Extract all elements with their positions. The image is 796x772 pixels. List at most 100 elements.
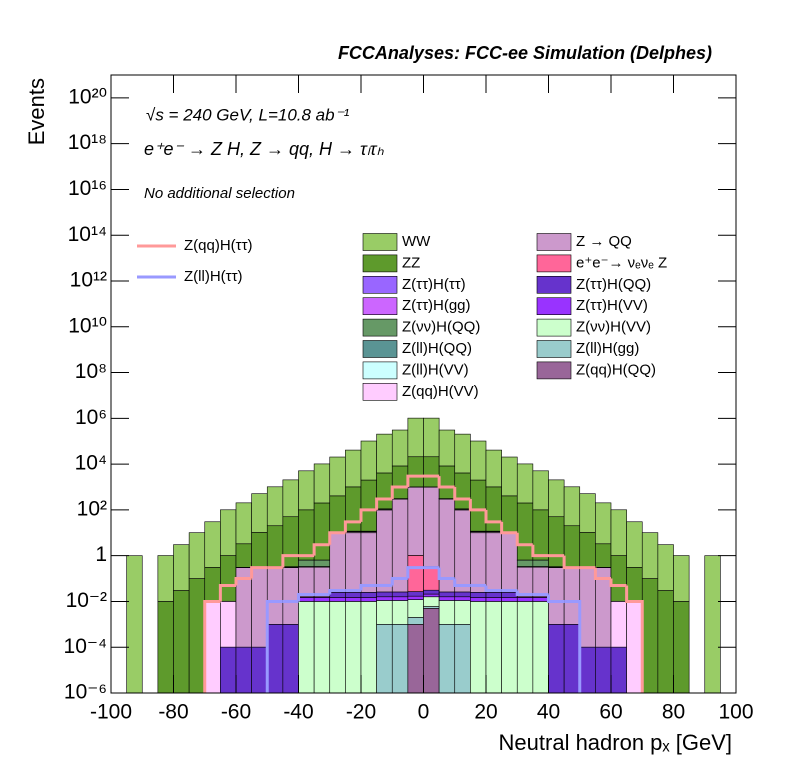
bar-segment	[532, 597, 549, 602]
bar-segment	[485, 532, 502, 593]
bar-segment	[360, 532, 377, 593]
bar-segment	[485, 592, 502, 598]
x-tick-label: -80	[158, 701, 188, 724]
annotation: No additional selection	[144, 185, 295, 202]
annotation: e⁺e⁻ → Z H, Z → qq, H → τₗτₕ	[144, 139, 384, 159]
bar-segment	[235, 646, 252, 694]
bar-segment	[438, 600, 456, 625]
bar-segment	[345, 486, 362, 532]
bar-segment	[626, 567, 643, 602]
bar-segment	[173, 544, 190, 591]
bar-segment	[282, 624, 299, 694]
bar-segment	[454, 624, 471, 694]
bar-segment	[251, 532, 268, 568]
line-step	[312, 543, 330, 556]
bar-segment	[579, 646, 596, 694]
bar-segment	[298, 566, 315, 598]
legend-swatch	[536, 318, 572, 337]
bar-segment	[407, 417, 424, 458]
line-step	[297, 593, 315, 602]
line-step	[359, 508, 377, 522]
legend-label: Z(ll)H(QQ)	[402, 340, 472, 357]
bar-segment	[282, 516, 299, 567]
bar-segment	[470, 592, 487, 598]
line-step	[406, 566, 424, 579]
legend-label: Z(ll)H(gg)	[576, 340, 639, 357]
bar-segment	[501, 592, 518, 598]
line-step	[468, 498, 486, 512]
legend-swatch	[536, 275, 572, 294]
y-tick-label: 10⁶	[75, 406, 107, 429]
bar-segment	[470, 479, 487, 532]
x-tick-label: 40	[537, 701, 560, 724]
bar-segment	[391, 596, 409, 601]
bar-segment	[407, 486, 424, 556]
line-step	[531, 544, 549, 558]
line-step	[453, 578, 471, 587]
bar-segment	[407, 591, 424, 597]
bar-segment	[407, 456, 424, 488]
legend-label: Z(ll)H(VV)	[402, 361, 469, 378]
bar-segment	[313, 559, 331, 567]
line-step	[390, 485, 408, 499]
y-tick-label: 10²⁰	[68, 85, 107, 108]
line-step	[562, 555, 580, 570]
bar-segment	[360, 440, 377, 481]
line-step	[218, 583, 236, 602]
bar-segment	[438, 596, 456, 601]
bar-segment	[563, 624, 581, 694]
bar-segment	[454, 591, 471, 598]
bar-segment	[266, 624, 284, 694]
bar-segment	[391, 591, 409, 598]
bar-segment	[485, 597, 502, 602]
bar-segment	[376, 591, 393, 598]
bar-segment	[329, 597, 346, 602]
bar-segment	[157, 555, 174, 602]
bar-segment	[516, 502, 534, 561]
line-step	[484, 585, 502, 593]
legend-swatch	[536, 361, 572, 380]
legend-label: e⁺e⁻→ νₑνₑ Z	[576, 254, 667, 271]
bar-segment	[673, 601, 690, 694]
bar-segment	[345, 601, 362, 694]
bar-segment	[376, 596, 393, 601]
bar-segment	[360, 597, 377, 602]
legend-swatch	[362, 318, 398, 337]
bar-segment	[407, 624, 424, 694]
bar-segment	[485, 449, 502, 488]
bar-segment	[360, 479, 377, 532]
bar-segment	[579, 493, 596, 533]
line-step	[406, 474, 424, 487]
bar-segment	[423, 456, 440, 488]
legend-label: Z(ττ)H(QQ)	[576, 276, 651, 293]
legend-swatch	[362, 382, 398, 401]
bar-segment	[251, 493, 268, 533]
bar-segment	[610, 601, 627, 648]
bar-segment	[423, 566, 440, 591]
bar-segment	[360, 601, 377, 694]
line-step	[203, 599, 221, 693]
bar-segment	[470, 597, 487, 602]
bar-segment	[579, 567, 596, 648]
line-step	[250, 566, 268, 579]
y-tick-label: 10⁻⁴	[64, 635, 107, 658]
bar-segment	[595, 543, 612, 568]
bar-segment	[313, 566, 331, 598]
line-step	[375, 497, 393, 510]
bar-segment	[313, 502, 331, 561]
bar-segment	[501, 495, 518, 533]
bar-segment	[423, 486, 440, 567]
bar-segment	[454, 433, 471, 474]
bar-segment	[266, 486, 284, 527]
bar-segment	[485, 601, 502, 694]
legend-swatch	[536, 340, 572, 358]
bar-segment	[220, 646, 237, 694]
bar-segment	[360, 592, 377, 598]
bar-segment	[563, 525, 581, 567]
bar-segment	[704, 555, 721, 694]
bar-segment	[391, 624, 409, 694]
x-tick-label: 60	[599, 701, 622, 724]
line-step	[343, 520, 361, 533]
line-step	[234, 577, 252, 586]
bar-segment	[532, 470, 549, 511]
